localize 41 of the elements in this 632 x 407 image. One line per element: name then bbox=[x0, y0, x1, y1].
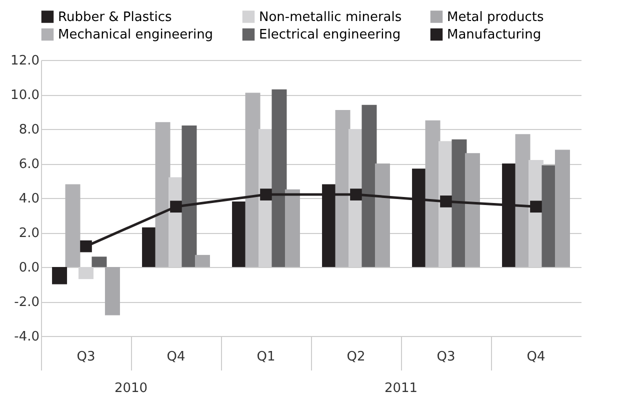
x-tick-label: Q2 bbox=[346, 350, 366, 364]
bar bbox=[104, 267, 120, 316]
point bbox=[530, 200, 542, 213]
bar bbox=[374, 164, 390, 267]
bar bbox=[52, 267, 68, 284]
x-tick-label: Q3 bbox=[436, 350, 456, 364]
bar bbox=[194, 254, 210, 267]
bar bbox=[284, 189, 300, 267]
y-tick-label: -2.0 bbox=[14, 295, 40, 310]
x-tick-label: Q4 bbox=[166, 350, 186, 364]
x-tick-label: Q3 bbox=[76, 350, 96, 364]
point bbox=[170, 200, 182, 213]
y-tick-label: 12.0 bbox=[10, 54, 40, 68]
legend-label: Electrical engineering bbox=[259, 28, 401, 42]
x-tick-label: Q4 bbox=[526, 350, 546, 364]
legend-label: Non-metallic minerals bbox=[259, 10, 402, 25]
bar bbox=[92, 256, 107, 267]
bar bbox=[554, 150, 570, 267]
y-tick-label: 4.0 bbox=[18, 192, 40, 206]
y-tick-label: 0.0 bbox=[18, 260, 40, 276]
text: 2011 bbox=[384, 381, 418, 396]
y-tick-label: 8.0 bbox=[18, 122, 40, 138]
x-tick-label: Q1 bbox=[256, 350, 276, 364]
legend-label: Rubber & Plastics bbox=[58, 10, 172, 25]
legend-label: Mechanical engineering bbox=[58, 28, 214, 42]
text: 2010 bbox=[114, 381, 148, 396]
legend-label: Manufacturing bbox=[447, 28, 542, 42]
y-tick-label: 2.0 bbox=[18, 226, 40, 241]
point bbox=[80, 240, 92, 252]
bar bbox=[362, 104, 377, 267]
point bbox=[260, 188, 272, 200]
legend-label: Metal products bbox=[447, 10, 544, 25]
bar bbox=[182, 126, 197, 267]
y-tick-label: 10.0 bbox=[10, 88, 40, 103]
bar bbox=[65, 184, 80, 267]
y-tick-label: -4.0 bbox=[14, 330, 40, 344]
y-tick-label: 6.0 bbox=[18, 157, 40, 172]
point bbox=[350, 188, 362, 200]
bar bbox=[464, 153, 480, 267]
bar bbox=[272, 89, 287, 267]
point bbox=[440, 196, 452, 208]
